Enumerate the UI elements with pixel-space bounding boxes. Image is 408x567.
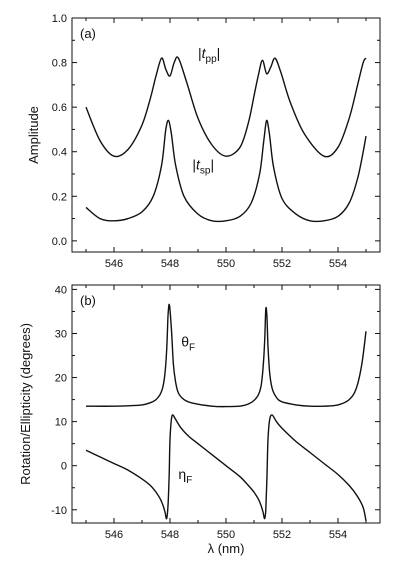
series-line-theta bbox=[85, 303, 367, 408]
annotation-bar-right: | bbox=[217, 45, 221, 61]
annotation-symbol: θ bbox=[181, 334, 189, 350]
panel-b: (b) Rotation/Ellipticity (degrees) 546 54… bbox=[18, 284, 381, 556]
panel-a-annotations: |tpp||tsp| bbox=[192, 45, 220, 176]
panel-a: (a) Amplitude 546 548 550 552 554 0.0 0.2 0.4 0.… bbox=[26, 13, 381, 270]
x-tick-label: 548 bbox=[161, 529, 179, 541]
annotation-bar-right: | bbox=[210, 157, 214, 173]
annotation-subscript: F bbox=[189, 343, 195, 354]
panel-a-ticks: 546 548 550 552 554 0.0 0.2 0.4 0.6 0.8 1.0 bbox=[52, 13, 380, 270]
x-axis-unit: (nm) bbox=[214, 541, 244, 556]
series-annotation: θF bbox=[181, 334, 195, 354]
panel-b-y-axis-label: Rotation/Ellipticity (degrees) bbox=[18, 323, 33, 485]
x-axis-lambda: λ bbox=[208, 541, 215, 556]
annotation-symbol: η bbox=[178, 466, 186, 482]
x-tick-label: 548 bbox=[161, 258, 179, 270]
series-line-eta bbox=[85, 414, 367, 521]
x-tick-label: 546 bbox=[105, 258, 123, 270]
series-line-tsp bbox=[85, 119, 367, 223]
panel-b-frame bbox=[71, 284, 381, 524]
annotation-subscript: sp bbox=[200, 166, 211, 177]
panel-b-series bbox=[85, 303, 367, 521]
x-tick-label: 550 bbox=[217, 258, 235, 270]
panel-b-x-axis-label: λ (nm) bbox=[208, 541, 245, 556]
panel-a-series bbox=[85, 56, 367, 223]
panel-a-frame bbox=[71, 17, 381, 253]
series-annotation: |tpp| bbox=[198, 45, 220, 65]
y-tick-label: 40 bbox=[55, 284, 67, 296]
panel-b-label: (b) bbox=[80, 293, 96, 308]
x-tick-label: 554 bbox=[329, 529, 347, 541]
x-tick-label: 552 bbox=[273, 258, 291, 270]
y-tick-label: 30 bbox=[55, 328, 67, 340]
y-tick-label: 1.0 bbox=[52, 13, 67, 25]
panel-b-ticks: 546 548 550 552 554 -10 0 10 20 30 40 bbox=[51, 284, 380, 541]
annotation-bar-left: | bbox=[192, 157, 196, 173]
annotation-subscript: F bbox=[186, 475, 192, 486]
y-tick-label: 0.4 bbox=[52, 147, 67, 159]
y-tick-label: 10 bbox=[55, 417, 67, 429]
annotation-subscript: pp bbox=[206, 54, 218, 65]
series-line-tpp bbox=[85, 56, 367, 158]
y-tick-label: 20 bbox=[55, 373, 67, 385]
series-annotation: |tsp| bbox=[192, 157, 214, 177]
x-tick-label: 554 bbox=[329, 258, 347, 270]
y-tick-label: -10 bbox=[51, 505, 67, 517]
annotation-symbol: t bbox=[202, 45, 207, 61]
y-tick-label: 0.8 bbox=[52, 58, 67, 70]
y-tick-label: 0 bbox=[61, 461, 67, 473]
x-tick-label: 546 bbox=[105, 529, 123, 541]
annotation-symbol: t bbox=[196, 157, 201, 173]
series-annotation: ηF bbox=[178, 466, 192, 486]
panel-a-label: (a) bbox=[80, 26, 96, 41]
y-tick-label: 0.0 bbox=[52, 236, 67, 248]
x-tick-label: 550 bbox=[217, 529, 235, 541]
y-tick-label: 0.2 bbox=[52, 191, 67, 203]
x-tick-label: 552 bbox=[273, 529, 291, 541]
annotation-bar-left: | bbox=[198, 45, 202, 61]
y-tick-label: 0.6 bbox=[52, 102, 67, 114]
panel-a-y-axis-label: Amplitude bbox=[26, 106, 41, 164]
